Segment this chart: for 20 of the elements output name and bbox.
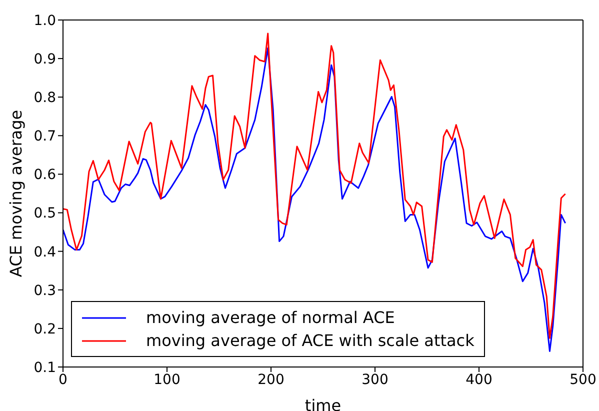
x-tick-label: 200 xyxy=(258,372,284,388)
y-tick-label: 0.8 xyxy=(34,90,56,106)
y-tick-label: 0.3 xyxy=(34,282,56,299)
y-tick-label: 0.6 xyxy=(34,167,56,184)
y-tick-label: 1.0 xyxy=(34,12,56,29)
x-tick-label: 100 xyxy=(154,372,180,388)
y-tick-label: 0.5 xyxy=(34,206,56,222)
x-tick-label: 0 xyxy=(58,372,68,388)
x-tick-label: 400 xyxy=(466,372,492,388)
y-axis-title: ACE moving average xyxy=(6,110,26,278)
x-axis-title: time xyxy=(304,396,342,411)
x-tick-label: 500 xyxy=(570,372,596,388)
y-tick-label: 0.1 xyxy=(34,360,56,376)
y-tick-label: 0.9 xyxy=(34,52,56,68)
legend-label: moving average of normal ACE xyxy=(146,308,395,327)
y-tick-label: 0.7 xyxy=(34,128,56,145)
y-tick-label: 0.2 xyxy=(34,321,56,338)
legend-label: moving average of ACE with scale attack xyxy=(146,331,474,350)
x-tick-label: 300 xyxy=(362,372,388,388)
y-tick-label: 0.4 xyxy=(34,244,56,260)
